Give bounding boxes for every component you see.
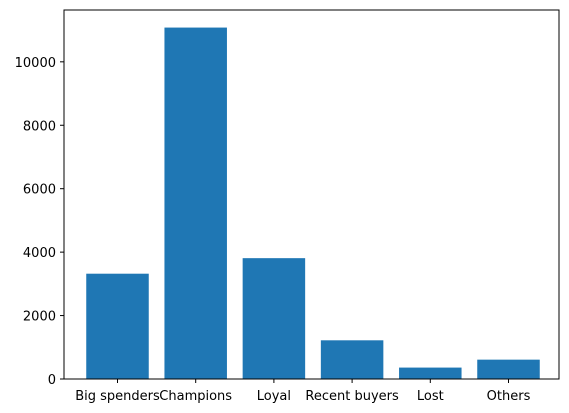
bar-recent-buyers	[320, 340, 384, 379]
x-tick-label: Recent buyers	[305, 389, 399, 404]
bars-group	[86, 27, 540, 379]
x-tick-label: Lost	[417, 389, 444, 404]
x-tick-label: Loyal	[257, 389, 291, 404]
x-tick-label: Big spenders	[75, 389, 160, 404]
y-tick-label: 6000	[23, 183, 56, 198]
x-tick-label: Champions	[159, 389, 232, 404]
y-tick-label: 0	[48, 373, 56, 388]
plot-frame	[63, 9, 560, 380]
x-axis: Big spenders Champions Loyal Recent buyers L…	[75, 379, 531, 404]
y-tick-label: 4000	[23, 246, 56, 261]
bar-big-spenders	[86, 273, 149, 379]
y-axis: 0 2000 4000 6000 8000 10000	[15, 56, 64, 388]
y-tick-label: 2000	[23, 310, 56, 325]
bar-loyal	[242, 258, 306, 379]
bar-champions	[164, 27, 227, 379]
y-tick-label: 8000	[23, 119, 56, 134]
y-tick-label: 10000	[15, 56, 56, 71]
x-tick-label: Others	[487, 389, 531, 404]
bar-lost	[399, 367, 462, 379]
bar-others	[477, 359, 540, 379]
